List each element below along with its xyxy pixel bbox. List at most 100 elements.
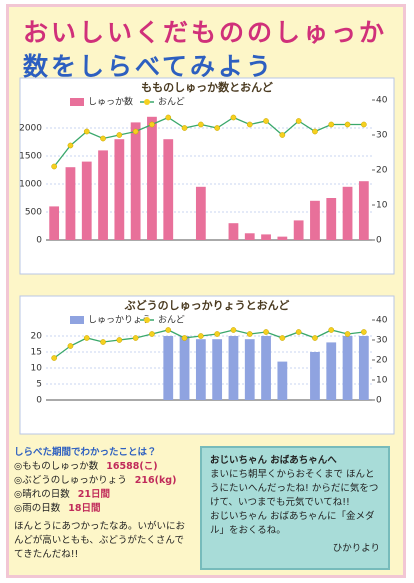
temperature-dot bbox=[132, 335, 139, 341]
chart-title: もものしゅっか数とおんど bbox=[141, 80, 273, 94]
temperature-dot bbox=[344, 331, 351, 337]
y2-tick-label: 20 bbox=[376, 356, 388, 366]
legend-swatch bbox=[70, 316, 84, 324]
bar bbox=[310, 352, 320, 400]
bar bbox=[342, 186, 353, 240]
temperature-dot bbox=[67, 142, 74, 149]
item-value: 21日間 bbox=[77, 489, 111, 500]
bar bbox=[147, 116, 157, 240]
bar bbox=[358, 336, 369, 400]
y-tick-label: 1500 bbox=[19, 152, 42, 162]
summary-note: ほんとうにあつかったなあ。いがいにおんどが高いともも、ぶどうがたくさんでてきたん… bbox=[14, 521, 186, 560]
summary-item: ◎もものしゅっか数 16588(こ) bbox=[14, 460, 192, 474]
temperature-dot bbox=[181, 335, 188, 341]
y2-tick-label: 0 bbox=[376, 236, 382, 246]
bar bbox=[358, 181, 369, 240]
y-tick-label: 10 bbox=[31, 364, 43, 374]
temperature-dot bbox=[312, 335, 318, 341]
bar bbox=[81, 161, 92, 240]
temperature-dot bbox=[83, 335, 90, 341]
temperature-dot bbox=[295, 118, 302, 124]
chart-panel bbox=[19, 77, 395, 275]
bar bbox=[114, 139, 125, 240]
y2-tick-label: 30 bbox=[376, 336, 388, 346]
letter: おじいちゃん おばあちゃんへ まいにち朝早くからおそくまで ほんとうにたいへんだ… bbox=[200, 446, 390, 570]
bar bbox=[195, 186, 206, 240]
y-tick-label: 1000 bbox=[19, 180, 42, 190]
bar bbox=[277, 236, 288, 240]
temperature-dot bbox=[198, 121, 204, 128]
item-label: ◎雨の日数 bbox=[14, 503, 61, 514]
legend-label: おんど bbox=[158, 315, 185, 326]
y-tick-label: 2000 bbox=[19, 124, 42, 134]
y-tick-label: 0 bbox=[36, 236, 42, 246]
summary-items: ◎もものしゅっか数 16588(こ) ◎ぶどうのしゅっかりょう 216(kg) ◎晴れの… bbox=[14, 460, 192, 516]
bar bbox=[261, 234, 271, 240]
y-tick-label: 500 bbox=[25, 208, 42, 218]
y2-tick-label: 10 bbox=[376, 201, 388, 211]
bar bbox=[244, 339, 255, 400]
chart-title: ぶどうのしゅっかりょうとおんど bbox=[124, 299, 290, 312]
item-value: 16588(こ) bbox=[106, 461, 158, 472]
temperature-dot bbox=[51, 163, 58, 170]
y2-tick-label: 40 bbox=[376, 96, 388, 106]
bar bbox=[326, 342, 337, 400]
bar bbox=[98, 150, 108, 240]
bar bbox=[261, 336, 271, 400]
bar bbox=[65, 167, 76, 240]
temperature-dot bbox=[181, 125, 188, 131]
y2-tick-label: 10 bbox=[376, 376, 388, 386]
letter-closing: おじいちゃん おばあちゃんに「金メダル」をおくるね。 bbox=[210, 511, 375, 536]
bar bbox=[163, 139, 174, 240]
temperature-dot bbox=[246, 121, 253, 128]
temperature-dot bbox=[83, 128, 90, 135]
summary-item: ◎ぶどうのしゅっかりょう 216(kg) bbox=[14, 474, 192, 488]
y2-tick-label: 30 bbox=[376, 131, 388, 141]
summary-title: しらべた期間でわかったことは？ bbox=[14, 447, 157, 458]
temperature-dot bbox=[149, 331, 155, 337]
subtitle: 数をしらべてみよう bbox=[23, 52, 275, 81]
temperature-dot bbox=[263, 329, 269, 335]
item-label: ◎ぶどうのしゅっかりょう bbox=[14, 475, 127, 486]
temperature-dot bbox=[214, 331, 220, 337]
bar bbox=[130, 122, 141, 240]
bar bbox=[310, 200, 320, 240]
item-label: ◎もものしゅっか数 bbox=[14, 461, 99, 472]
y2-tick-label: 0 bbox=[376, 396, 382, 406]
item-value: 18日間 bbox=[68, 503, 101, 514]
temperature-dot bbox=[328, 327, 335, 333]
bar bbox=[212, 339, 223, 400]
item-value: 216(kg) bbox=[134, 475, 177, 486]
item-label: ◎晴れの日数 bbox=[14, 489, 70, 500]
legend-label: しゅっか数 bbox=[88, 96, 133, 108]
temperature-dot bbox=[263, 118, 269, 124]
y-tick-label: 20 bbox=[31, 332, 43, 342]
legend-label: しゅっかりょう bbox=[88, 315, 151, 326]
temperature-dot bbox=[165, 114, 172, 121]
temperature-dot bbox=[198, 333, 204, 339]
bar bbox=[163, 336, 174, 400]
bar bbox=[228, 223, 239, 240]
temperature-dot bbox=[230, 114, 237, 121]
summary-item: ◎晴れの日数 21日間 bbox=[14, 488, 192, 502]
temperature-dot bbox=[230, 327, 237, 333]
legend-swatch bbox=[144, 317, 150, 323]
y-tick-label: 15 bbox=[31, 348, 42, 358]
temperature-dot bbox=[295, 329, 302, 335]
y-tick-label: 5 bbox=[36, 380, 42, 390]
bar bbox=[179, 336, 190, 400]
legend-swatch bbox=[70, 98, 84, 106]
temperature-dot bbox=[116, 132, 123, 138]
bar bbox=[195, 339, 206, 400]
temperature-dot bbox=[361, 329, 367, 335]
letter-greeting: おじいちゃん おばあちゃんへ bbox=[210, 455, 337, 466]
bar bbox=[293, 220, 304, 240]
charts: もものしゅっか数とおんど 0 500 1000 1500 2000 0 10 20 30 40 しゅっ… bbox=[19, 77, 395, 435]
temperature-dot bbox=[279, 335, 286, 341]
temperature-dot bbox=[149, 121, 155, 128]
temperature-dot bbox=[246, 331, 253, 337]
temperature-dot bbox=[67, 343, 74, 349]
temperature-dot bbox=[361, 121, 367, 128]
bar bbox=[49, 206, 60, 240]
